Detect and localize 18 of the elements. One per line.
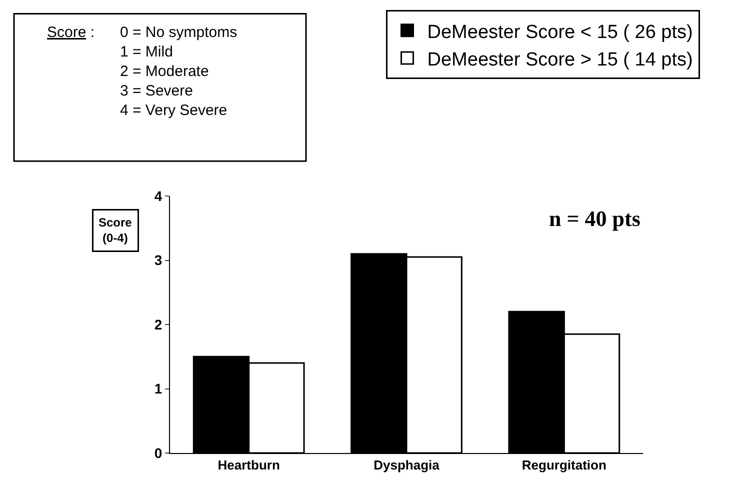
text: 0 = No symptoms [120,24,238,41]
y-tick-label: 3 [154,252,162,268]
y-tick-label: 4 [154,188,162,204]
y-axis-title: Score (0-4) [98,216,132,246]
text: 2 = Moderate [120,63,209,80]
x-tick-label: Heartburn [218,458,280,473]
x-tick-label: Dysphagia [374,458,440,473]
text: Score : [47,24,95,41]
annotation: n = 40 pts [549,206,641,231]
y-tick-label: 1 [154,380,162,397]
y-tick-label: 2 [154,316,162,332]
legend-label: DeMeester Score > 15 ( 14 pts) [427,49,693,70]
x-tick-label: Regurgitation [522,458,606,473]
text: 1 = Mild [120,44,173,60]
text: 4 = Very Severe [120,102,228,119]
text: 3 = Severe [120,82,193,100]
y-tick-label: 0 [154,444,162,461]
legend-label: DeMeester Score < 15 ( 26 pts) [427,22,693,43]
